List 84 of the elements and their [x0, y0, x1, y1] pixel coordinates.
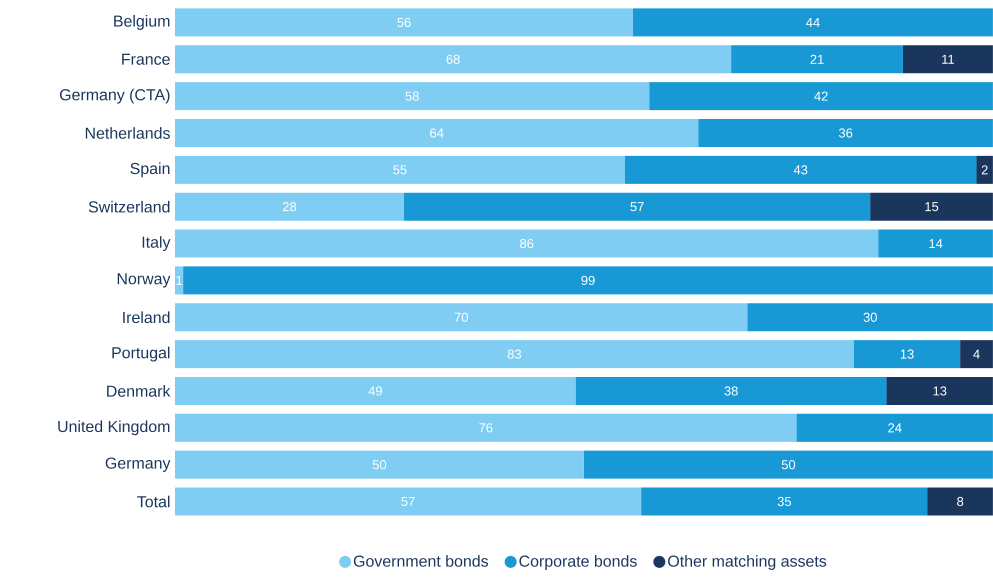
- bar: [174, 119, 698, 148]
- bar: [174, 414, 797, 442]
- bar: [174, 450, 584, 479]
- data-label: 43: [794, 165, 808, 174]
- bar: [649, 82, 993, 110]
- data-label: 57: [401, 497, 415, 506]
- bar: [960, 340, 993, 368]
- data-label: 42: [814, 92, 828, 101]
- data-label: 13: [934, 386, 946, 396]
- bar: [174, 82, 650, 110]
- data-label: 99: [581, 276, 595, 286]
- bar: [633, 8, 993, 36]
- data-label: 2: [982, 165, 988, 174]
- y-tick-label: France: [122, 54, 170, 65]
- data-label: 86: [520, 238, 534, 248]
- bar: [886, 376, 993, 405]
- data-label: 11: [942, 54, 954, 64]
- bar: [174, 376, 576, 405]
- data-label: 24: [888, 423, 902, 432]
- bar: [624, 156, 977, 184]
- bar: [183, 266, 993, 294]
- data-label: 28: [282, 202, 296, 212]
- data-label: 15: [925, 202, 938, 212]
- y-tick-label: Norway: [118, 273, 170, 288]
- legend-label: Government bonds: [354, 555, 488, 567]
- data-label: 50: [782, 460, 796, 470]
- bar: [698, 119, 993, 148]
- data-label: 30: [864, 312, 877, 322]
- data-label: 83: [508, 350, 522, 359]
- data-label: 36: [838, 128, 852, 138]
- y-tick-label: Spain: [130, 162, 170, 178]
- y-tick-label: Netherlands: [86, 127, 170, 139]
- y-tick-label: Total: [137, 496, 170, 508]
- y-tick-label: Portugal: [112, 346, 170, 362]
- bar: [748, 303, 993, 332]
- data-label: 70: [454, 312, 468, 322]
- bar: [870, 192, 993, 221]
- y-tick-label: Ireland: [123, 311, 170, 324]
- y-tick-label: Denmark: [107, 385, 170, 397]
- data-label: 14: [929, 239, 942, 248]
- y-tick-label: Switzerland: [88, 200, 170, 213]
- data-label: 76: [479, 423, 492, 432]
- bar: [174, 488, 642, 516]
- bar: [854, 340, 960, 368]
- bar: [878, 230, 993, 258]
- data-label: 35: [778, 496, 791, 506]
- bar: [174, 192, 404, 221]
- bar: [404, 192, 870, 221]
- data-label: 57: [630, 202, 644, 212]
- legend-label: Corporate bonds: [519, 555, 637, 570]
- data-label: 64: [430, 128, 444, 138]
- data-label: 56: [397, 18, 411, 28]
- data-label: 50: [372, 460, 386, 470]
- y-tick-label: Germany: [106, 457, 170, 472]
- bar: [976, 156, 993, 184]
- data-label: 21: [810, 54, 824, 64]
- bar: [796, 414, 993, 442]
- y-tick-label: Italy: [142, 236, 170, 252]
- bar: [927, 488, 993, 516]
- bar: [731, 45, 903, 74]
- data-label: 49: [368, 386, 382, 396]
- bar: [174, 45, 732, 74]
- bar: [576, 376, 887, 405]
- data-label: 55: [393, 165, 407, 174]
- y-tick-label: United Kingdom: [58, 420, 170, 436]
- bar: [174, 340, 854, 368]
- y-tick-label: Belgium: [114, 15, 170, 30]
- bar: [584, 450, 993, 479]
- data-label: 58: [405, 92, 419, 101]
- bar: [174, 230, 878, 258]
- bar: [902, 45, 993, 74]
- data-label: 4: [973, 350, 980, 359]
- bar: [174, 303, 748, 332]
- data-label: 44: [806, 18, 820, 27]
- data-label: 68: [446, 54, 460, 64]
- data-label: 1: [176, 276, 182, 285]
- legend-label: Other matching assets: [668, 555, 826, 570]
- bar: [174, 156, 625, 184]
- data-label: 38: [724, 386, 738, 396]
- bar: [641, 488, 928, 516]
- y-tick-label: Germany (CTA): [60, 88, 170, 104]
- bar: [174, 8, 634, 36]
- data-label: 13: [900, 350, 914, 359]
- data-label: 8: [957, 496, 964, 506]
